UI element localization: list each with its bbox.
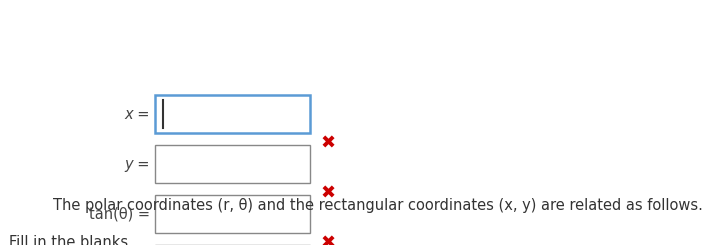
Text: ✖: ✖	[320, 135, 336, 153]
Text: x =: x =	[124, 107, 150, 122]
Text: Fill in the blanks.: Fill in the blanks.	[9, 235, 132, 245]
Bar	[155, 195, 310, 233]
Text: tan(θ) =: tan(θ) =	[89, 207, 150, 221]
Bar	[155, 95, 310, 133]
Text: y =: y =	[124, 157, 150, 172]
Text: ✖: ✖	[320, 235, 336, 245]
Text: The polar coordinates (r, θ) and the rectangular coordinates (x, y) are related : The polar coordinates (r, θ) and the rec…	[53, 198, 703, 213]
Bar	[155, 145, 310, 183]
Text: ✖: ✖	[320, 185, 336, 203]
